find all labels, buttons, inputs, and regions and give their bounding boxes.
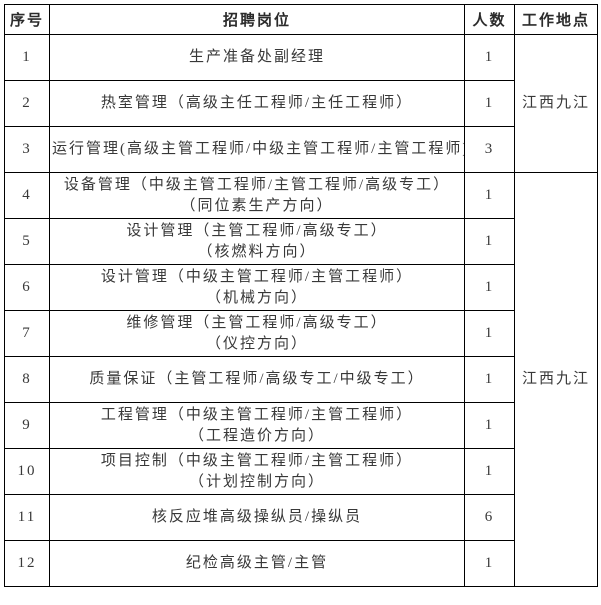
table-row: 8 质量保证（主管工程师/高级专工/中级专工） 1 [4,356,598,403]
headcount-cell: 1 [464,172,515,219]
row-number: 12 [4,540,50,587]
table-row: 5 设计管理（主管工程师/高级专工） （核燃料方向） 1 [4,218,598,265]
headcount-cell: 3 [464,126,515,173]
table-row: 11 核反应堆高级操纵员/操纵员 6 [4,494,598,541]
row-number: 3 [4,126,50,173]
position-cell: 热室管理（高级主任工程师/主任工程师） [49,80,465,127]
header-position: 招聘岗位 [49,4,465,35]
table-row: 6 设计管理（中级主管工程师/主管工程师） （机械方向） 1 [4,264,598,311]
headcount-cell: 6 [464,494,515,541]
position-cell: 核反应堆高级操纵员/操纵员 [49,494,465,541]
location-cell-group2: 江西九江 [514,172,598,587]
header-location: 工作地点 [514,4,598,35]
position-cell: 工程管理（中级主管工程师/主管工程师） （工程造价方向） [49,402,465,449]
row-number: 5 [4,218,50,265]
position-cell: 设计管理（主管工程师/高级专工） （核燃料方向） [49,218,465,265]
header-row: 序号 招聘岗位 人数 工作地点 [4,4,598,35]
table-row: 12 纪检高级主管/主管 1 [4,540,598,587]
header-no: 序号 [4,4,50,35]
row-number: 2 [4,80,50,127]
position-cell: 设计管理（中级主管工程师/主管工程师） （机械方向） [49,264,465,311]
position-cell: 纪检高级主管/主管 [49,540,465,587]
table-row: 1 生产准备处副经理 1 江西九江 [4,34,598,173]
position-cell: 生产准备处副经理 [49,34,465,81]
headcount-cell: 1 [464,80,515,127]
row-number: 9 [4,402,50,449]
position-cell: 质量保证（主管工程师/高级专工/中级专工） [49,356,465,403]
row-number: 10 [4,448,50,495]
table-row: 10 项目控制（中级主管工程师/主管工程师） （计划控制方向） 1 [4,448,598,495]
table-row: 3 运行管理(高级主管工程师/中级主管工程师/主管工程师) 3 [4,126,598,173]
position-cell: 项目控制（中级主管工程师/主管工程师） （计划控制方向） [49,448,465,495]
table-row: 2 热室管理（高级主任工程师/主任工程师） 1 [4,80,598,127]
headcount-cell: 1 [464,34,515,81]
row-number: 8 [4,356,50,403]
row-number: 6 [4,264,50,311]
headcount-cell: 1 [464,540,515,587]
headcount-cell: 1 [464,402,515,449]
row-number: 4 [4,172,50,219]
headcount-cell: 1 [464,448,515,495]
row-number: 11 [4,494,50,541]
table-row: 4 设备管理（中级主管工程师/主管工程师/高级专工） （同位素生产方向） 1 江… [4,172,598,587]
row-number: 7 [4,310,50,357]
headcount-cell: 1 [464,310,515,357]
header-count: 人数 [464,4,515,35]
headcount-cell: 1 [464,264,515,311]
recruitment-table: 序号 招聘岗位 人数 工作地点 1 生产准备处副经理 1 江西九江 2 热室管理… [4,4,598,587]
position-cell: 维修管理（主管工程师/高级专工） （仪控方向） [49,310,465,357]
table-row: 7 维修管理（主管工程师/高级专工） （仪控方向） 1 [4,310,598,357]
headcount-cell: 1 [464,218,515,265]
row-number: 1 [4,34,50,81]
position-cell: 设备管理（中级主管工程师/主管工程师/高级专工） （同位素生产方向） [49,172,465,219]
position-cell: 运行管理(高级主管工程师/中级主管工程师/主管工程师) [49,126,465,173]
location-cell-group1: 江西九江 [514,34,598,173]
headcount-cell: 1 [464,356,515,403]
table-row: 9 工程管理（中级主管工程师/主管工程师） （工程造价方向） 1 [4,402,598,449]
